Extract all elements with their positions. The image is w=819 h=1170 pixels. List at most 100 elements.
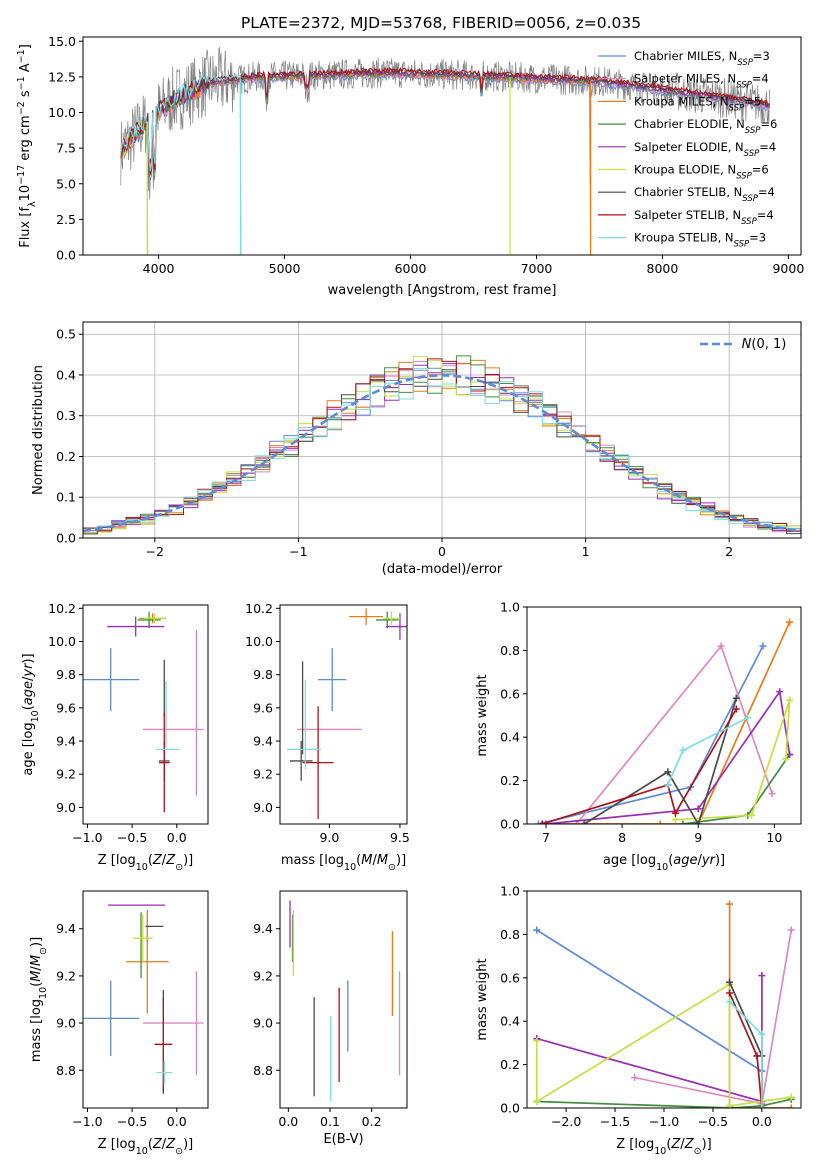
y-axis-label-part: /	[21, 676, 36, 681]
weight-series-line	[667, 716, 749, 786]
y-tick-label: 9.2	[253, 968, 273, 983]
x-tick-label: −0.5	[698, 1114, 728, 1129]
y-axis-label-part: Flux [f	[18, 207, 33, 248]
y-tick-label: 0.0	[56, 248, 76, 263]
weight-marker	[694, 820, 702, 824]
y-axis-label: age [log10(age/yr)]	[21, 653, 41, 775]
y-tick-label: 0.8	[500, 643, 520, 658]
plot-area-z_age	[83, 611, 204, 813]
x-tick-label: 7000	[521, 261, 553, 276]
weight-marker	[787, 1093, 795, 1101]
axes-mass_age: 9.0 9.5 9.0 9.2 9.4 9.6 9.8 10.0 10.2 mass [log10…	[245, 601, 410, 873]
weight-marker	[534, 820, 542, 824]
x-axis-label-part: log	[324, 853, 344, 868]
legend-text: Chabrier STELIB, N	[634, 185, 742, 199]
legend-entry-gaussian-part: N	[742, 337, 752, 352]
x-tick-label: −2.0	[551, 1114, 581, 1129]
weight-marker	[679, 820, 687, 824]
residual-histogram-line	[83, 358, 801, 532]
y-tick-label: 9.4	[253, 921, 273, 936]
legend-text: Chabrier ELODIE, N	[634, 117, 745, 131]
gaussian-curve-line	[83, 374, 801, 533]
legend-text: Kroupa STELIB, N	[634, 231, 734, 245]
weight-marker	[717, 642, 725, 650]
y-tick-label: 9.4	[56, 734, 76, 749]
weight-series-line	[682, 754, 791, 824]
y-tick-label: 9.2	[56, 968, 76, 983]
legend-text: SSP	[736, 81, 752, 91]
x-axis-label-part: Z	[165, 1137, 176, 1152]
weight-marker	[758, 1030, 766, 1038]
x-axis-label-part: mass [	[281, 853, 324, 868]
errorbars	[83, 904, 204, 1094]
x-tick-label: 4000	[143, 261, 175, 276]
y-tick-label: 9.2	[253, 767, 273, 782]
weight-marker	[533, 926, 541, 934]
x-axis-label-part: /	[162, 853, 167, 868]
y-tick-label: 0.1	[56, 490, 76, 505]
legend-text: =4	[759, 140, 776, 154]
weight-marker	[538, 820, 546, 824]
errorbars	[83, 611, 204, 813]
weight-series-line	[536, 975, 763, 1103]
x-axis-label-part: /	[680, 1137, 685, 1152]
plot-area-ebv_mass	[289, 900, 401, 1101]
y-tick-label: 9.2	[56, 767, 76, 782]
y-axis-label-part: log	[21, 722, 36, 742]
y-axis-label: Flux [fλ10−17 erg cm−2 s−1 A−1]	[16, 44, 38, 248]
x-axis-label-part: ⊙	[175, 862, 183, 873]
legend-text: =6	[760, 117, 777, 131]
legend-text: SSP	[734, 240, 750, 250]
legend-text: =6	[752, 163, 769, 177]
weight-series-line	[536, 1098, 792, 1108]
x-axis-label-part: ⊙	[694, 1146, 702, 1157]
x-axis-label-part: )]	[715, 853, 725, 868]
y-tick-label: 0.2	[56, 449, 76, 464]
weight-marker	[726, 900, 734, 908]
legend-entry: Kroupa ELODIE, NSSP=6	[634, 163, 769, 182]
plot-area-mass_age	[287, 608, 407, 820]
x-axis-label-part: Z	[684, 1137, 695, 1152]
legend-entry-gaussian-part: (0, 1)	[751, 337, 786, 352]
legend-text: Chabrier MILES, N	[634, 49, 737, 63]
x-tick-label: −2	[146, 544, 164, 559]
weight-marker	[679, 746, 687, 754]
y-tick-label: 9.6	[56, 700, 76, 715]
y-tick-label: 8.8	[253, 1063, 273, 1078]
legend-text: SSP	[744, 149, 760, 159]
y-tick-label: 8.8	[56, 1063, 76, 1078]
y-tick-label: 1.0	[500, 600, 520, 615]
weight-marker	[656, 820, 664, 824]
y-tick-label: 9.6	[253, 700, 273, 715]
weight-series-line	[542, 621, 791, 824]
x-tick-label: 0.0	[167, 1114, 187, 1129]
y-tick-label: 9.4	[253, 734, 273, 749]
figure-title: PLATE=2372, MJD=53768, FIBERID=0056, z=0…	[241, 14, 641, 32]
y-tick-label: 12.5	[48, 69, 76, 84]
x-axis-label: mass [log10(M/M⊙)]	[281, 853, 406, 873]
weight-series-line	[538, 645, 764, 824]
y-tick-label: 0.2	[500, 1057, 520, 1072]
legend-entry: Kroupa MILES, NSSP=5	[634, 94, 761, 113]
y-axis-label-part: −2	[16, 101, 27, 115]
x-axis-label: Z [log10(Z/Z⊙)]	[98, 853, 193, 873]
x-axis-label: (data-model)/error	[382, 562, 503, 577]
y-axis-label-part: )]	[21, 653, 36, 663]
x-tick-label: 9	[694, 830, 702, 845]
legend-text: Kroupa MILES, N	[634, 94, 729, 108]
x-axis-label-part: 10	[654, 1146, 666, 1157]
plot-area-spectrum	[120, 46, 770, 255]
y-axis-label-part: M	[29, 955, 44, 966]
y-axis-label-part: (	[21, 705, 36, 710]
x-axis-label-part: Z	[152, 1137, 163, 1152]
y-tick-label: 0.3	[56, 408, 76, 423]
y-tick-label: 10.2	[245, 601, 273, 616]
x-tick-label: 7	[542, 830, 550, 845]
legend-text: Kroupa ELODIE, N	[634, 163, 736, 177]
y-axis-label-part: s	[18, 90, 33, 101]
x-axis-label-part: 10	[656, 862, 668, 873]
y-tick-label: 1.0	[500, 884, 520, 899]
weight-marker	[694, 805, 702, 813]
weight-marker	[744, 714, 752, 722]
